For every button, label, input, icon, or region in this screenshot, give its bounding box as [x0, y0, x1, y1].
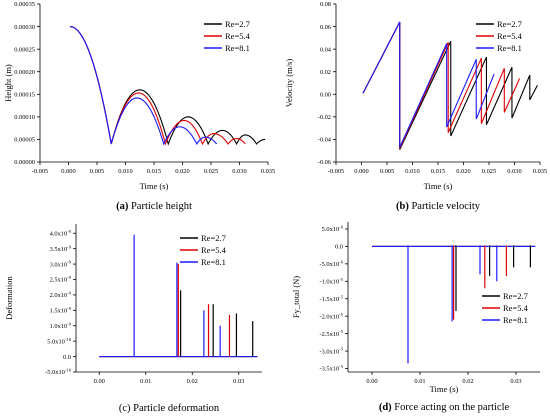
x-tick-label: -0.005	[328, 168, 345, 175]
legend-label: Re=5.4	[503, 303, 529, 313]
x-tick-label: 0.030	[507, 168, 521, 175]
y-tick-label: 0.08	[320, 1, 331, 8]
x-tick-label: 0.01	[140, 378, 151, 385]
x-tick-label: 0.00	[94, 378, 105, 385]
x-axis-label: Time (s)	[424, 181, 453, 191]
legend-label: Re=2.7	[225, 19, 250, 29]
panel-3: 0.00 0.01 0.02 0.03 -5.0x10-10 0.0 5.0x10-10 1.…	[4, 224, 262, 414]
x-tick-label: 0.020	[175, 168, 189, 175]
legend-label: Re=8.1	[225, 43, 250, 53]
x-tick-label: 0.025	[482, 168, 496, 175]
series-line	[362, 21, 538, 150]
legend-label: Re=8.1	[201, 257, 226, 267]
y-tick-label: 0.00025	[14, 46, 35, 53]
y-tick-label: 2.5x10-9	[50, 275, 72, 284]
panel-caption: (c) Particle deformation	[119, 403, 220, 414]
y-tick-label: -3.0x10-5	[319, 347, 343, 356]
y-tick-label: 0.00030	[14, 24, 35, 31]
y-tick-label: 0.00015	[14, 91, 35, 98]
y-tick-label: -0.02	[318, 114, 331, 121]
panel-caption: (d) Force acting on the particle	[379, 402, 510, 413]
series-line	[70, 26, 246, 146]
y-tick-label: 4.0x10-9	[50, 229, 72, 238]
x-tick-label: 0.035	[261, 168, 275, 175]
y-tick-label: -0.04	[318, 137, 332, 144]
y-tick-label: 0.00000	[14, 159, 35, 166]
x-axis-label: Time (s)	[430, 384, 459, 394]
legend-label: Re=2.7	[503, 291, 528, 301]
legend-label: Re=8.1	[497, 43, 522, 53]
y-tick-label: 3.5x10-9	[50, 244, 72, 253]
x-tick-label: 0.005	[90, 168, 104, 175]
x-tick-label: 0.030	[232, 168, 246, 175]
series-line	[362, 21, 521, 149]
series-line	[362, 21, 495, 148]
y-tick-label: 5.0x10-6	[322, 225, 344, 234]
y-tick-label: 1.0x10-9	[50, 321, 72, 330]
panel-caption: (a) Particle height	[116, 201, 192, 212]
x-tick-label: 0.03	[233, 378, 244, 385]
legend-label: Re=2.7	[201, 233, 226, 243]
x-tick-label: 0.035	[533, 168, 547, 175]
x-tick-label: -0.005	[32, 168, 49, 175]
x-tick-label: 0.005	[380, 168, 394, 175]
y-tick-label: 0.0	[335, 244, 343, 251]
y-tick-label: 2.0x10-9	[50, 291, 72, 300]
x-tick-label: 0.02	[462, 378, 473, 385]
y-tick-label: 0.0	[63, 354, 71, 361]
y-tick-label: -3.5x10-5	[319, 364, 343, 373]
x-tick-label: 0.010	[405, 168, 419, 175]
y-tick-label: 0.06	[320, 24, 331, 31]
y-tick-label: 0.00	[320, 91, 331, 98]
series-line	[70, 26, 266, 146]
x-tick-label: 0.020	[456, 168, 470, 175]
y-tick-label: 0.00020	[14, 69, 35, 76]
y-tick-label: 0.00010	[14, 114, 35, 121]
x-tick-label: 0.010	[118, 168, 132, 175]
y-axis-label: Velocity (m/s)	[284, 59, 294, 108]
panel-2: -0.005 0.000 0.005 0.010 0.015 0.020 0.025 0.03…	[284, 1, 547, 212]
y-tick-label: -5.0x10-10	[45, 368, 72, 377]
y-tick-label: 0.04	[320, 46, 332, 53]
series-line	[70, 26, 218, 146]
panel-1: -0.005 0.000 0.005 0.010 0.015 0.020 0.025 0.03…	[3, 1, 275, 212]
x-tick-label: 0.000	[354, 168, 368, 175]
y-tick-label: 0.00035	[14, 1, 35, 8]
y-tick-label: -0.06	[318, 159, 331, 166]
x-axis-label: Time (s)	[140, 181, 169, 191]
panel-4: 0.00 0.01 0.02 0.03 -3.5x10-5 -3.0x10-5 -2.5x1…	[291, 222, 540, 413]
y-tick-label: -2.0x10-5	[319, 312, 343, 321]
y-tick-label: -5.0x10-6	[319, 259, 343, 268]
legend-label: Re=2.7	[497, 19, 522, 29]
panel-caption: (b) Particle velocity	[396, 201, 481, 212]
y-tick-label: -2.5x10-5	[319, 329, 343, 338]
y-axis-label: Fy_total (N)	[291, 276, 301, 318]
x-tick-label: 0.015	[431, 168, 445, 175]
y-tick-label: 0.00005	[14, 137, 35, 144]
x-tick-label: 0.02	[187, 378, 198, 385]
legend-label: Re=5.4	[225, 31, 251, 41]
y-tick-label: 3.0x10-9	[50, 260, 72, 269]
y-tick-label: -1.5x10-5	[319, 294, 343, 303]
x-tick-label: 0.00	[366, 378, 377, 385]
x-tick-label: 0.025	[204, 168, 218, 175]
legend-label: Re=5.4	[201, 245, 227, 255]
y-axis-label: Height (m)	[3, 64, 13, 102]
legend-label: Re=5.4	[497, 31, 523, 41]
y-tick-label: 1.5x10-9	[50, 306, 72, 315]
y-tick-label: -1.0x10-5	[319, 277, 343, 286]
y-tick-label: 0.02	[320, 69, 331, 76]
y-tick-label: 5.0x10-10	[47, 337, 71, 346]
x-tick-label: 0.015	[147, 168, 161, 175]
x-tick-label: 0.03	[510, 378, 521, 385]
y-axis-label: Deformation	[4, 276, 14, 320]
x-tick-label: 0.01	[414, 378, 425, 385]
x-tick-label: 0.000	[61, 168, 75, 175]
legend-label: Re=8.1	[503, 315, 528, 325]
